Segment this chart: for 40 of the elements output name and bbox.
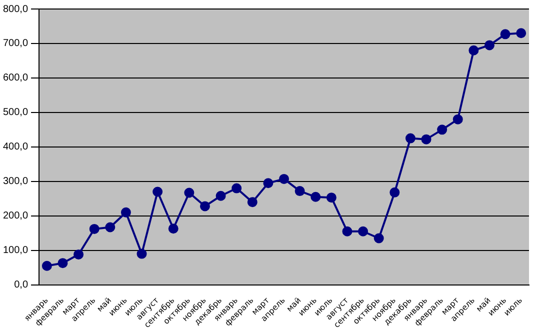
point (310, 192, 321, 202)
point (437, 124, 448, 135)
point (232, 183, 242, 194)
point (390, 187, 400, 198)
point (516, 28, 526, 38)
point (216, 190, 226, 201)
point (200, 201, 210, 212)
point (136, 248, 147, 259)
point (263, 178, 274, 188)
y-tick-label: 500,0 (2, 107, 28, 118)
point (120, 207, 131, 218)
point (405, 133, 416, 144)
point (152, 186, 163, 197)
y-tick-label: 300,0 (2, 176, 28, 188)
y-tick-label: 700,0 (2, 38, 28, 50)
y-tick-label: 0,0 (14, 280, 28, 291)
point (105, 222, 116, 232)
point (184, 188, 194, 198)
point (326, 192, 336, 203)
point (279, 174, 290, 184)
point (452, 114, 463, 124)
point (374, 233, 384, 244)
y-tick-label: 800,0 (2, 4, 28, 15)
point (247, 197, 258, 208)
point (468, 45, 479, 56)
point (342, 226, 352, 236)
point (484, 40, 494, 50)
point (421, 134, 432, 144)
y-tick-label: 100,0 (2, 245, 28, 256)
point (168, 224, 178, 234)
point (294, 186, 305, 196)
point (358, 226, 368, 236)
y-tick-label: 400,0 (2, 142, 28, 153)
point (42, 260, 52, 271)
point (500, 29, 510, 40)
point (74, 249, 84, 260)
y-tick-label: 200,0 (2, 210, 28, 222)
y-tick-label: 600,0 (2, 72, 28, 84)
point (89, 224, 100, 234)
point (58, 258, 68, 268)
